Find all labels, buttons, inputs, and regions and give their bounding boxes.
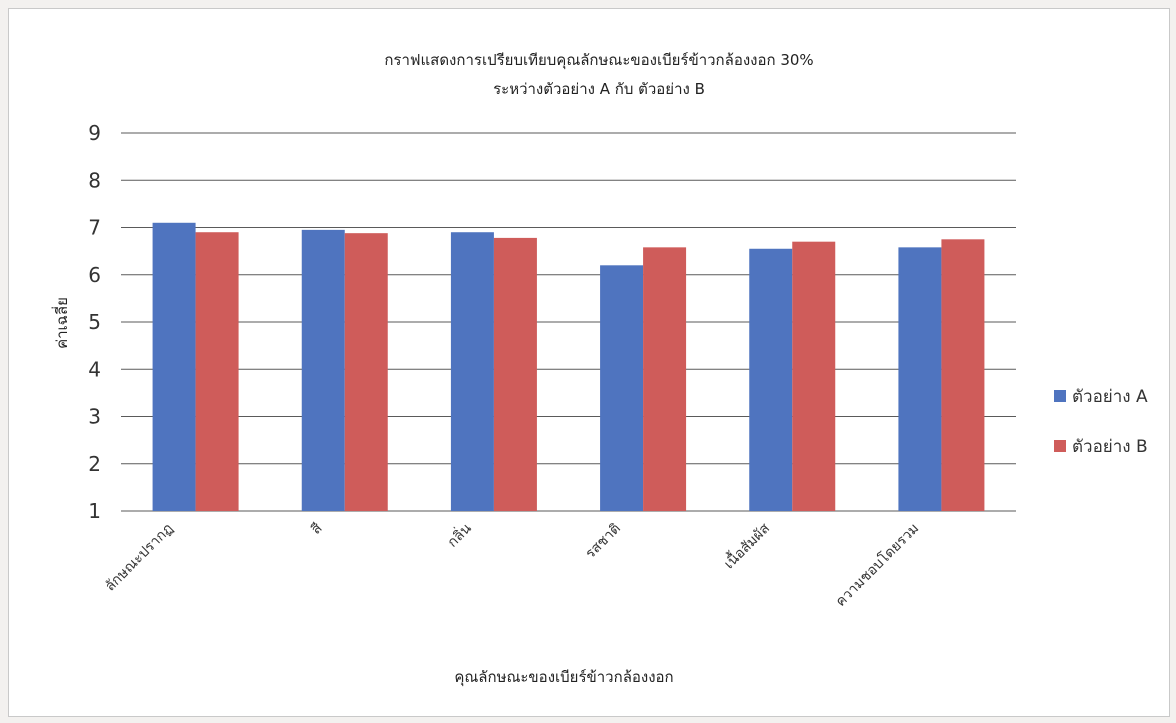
- bar-a-0: [152, 222, 196, 511]
- gridlines: [121, 132, 1016, 512]
- bar-b-4: [792, 241, 836, 512]
- y-tick-label: 4: [88, 357, 101, 381]
- y-tick-label: 7: [88, 216, 101, 240]
- bar-chart: กราฟแสดงการเปรียบเทียบคุณลักษณะของเบียร์…: [51, 51, 1148, 687]
- x-axis-categories: ลักษณะปรากฏ สี กลิ่น รสชาติ เนื้อสัมผัส ความช…: [102, 518, 922, 610]
- chart-frame: กราฟแสดงการเปรียบเทียบคุณลักษณะของเบียร์…: [8, 8, 1170, 717]
- bar-b-0: [195, 232, 239, 511]
- chart-title: กราฟแสดงการเปรียบเทียบคุณลักษณะของเบียร์…: [384, 51, 813, 70]
- legend-label: ตัวอย่าง A: [1072, 387, 1148, 407]
- x-axis-title: คุณลักษณะของเบียร์ข้าวกล้องงอก: [454, 668, 673, 687]
- bar-b-2: [493, 237, 537, 511]
- x-category-label: กลิ่น: [443, 519, 475, 551]
- bar-a-2: [450, 232, 494, 511]
- x-category-label: รสชาติ: [583, 521, 624, 562]
- chart-subtitle: ระหว่างตัวอย่าง A กับ ตัวอย่าง B: [493, 80, 705, 98]
- legend-label: ตัวอย่าง B: [1072, 437, 1148, 457]
- y-tick-label: 2: [88, 452, 101, 476]
- bar-a-5: [898, 247, 942, 511]
- bar-b-3: [643, 247, 687, 511]
- bar-b-1: [344, 233, 388, 512]
- y-tick-label: 9: [88, 121, 101, 145]
- legend-swatch: [1054, 440, 1066, 452]
- x-category-label: ความชอบโดยรวม: [832, 520, 922, 610]
- y-axis-ticks: 1 2 3 4 5 6 7 8 9: [88, 121, 101, 523]
- y-tick-label: 1: [88, 499, 101, 523]
- y-tick-label: 6: [88, 263, 101, 287]
- x-category-label: เนื้อสัมผัส: [719, 518, 773, 572]
- y-axis-title: ค่าเฉลี่ย: [51, 297, 71, 349]
- bar-b-5: [941, 239, 985, 511]
- bar-a-3: [600, 265, 644, 511]
- bar-a-4: [749, 248, 793, 511]
- y-tick-label: 8: [88, 168, 101, 192]
- y-tick-label: 3: [88, 405, 101, 429]
- x-category-label: ลักษณะปรากฏ: [102, 521, 176, 595]
- bar-a-1: [301, 229, 345, 512]
- legend-swatch: [1054, 390, 1066, 402]
- x-category-label: สี: [308, 520, 326, 538]
- legend: ตัวอย่าง A ตัวอย่าง B: [1054, 387, 1148, 457]
- bars: [152, 222, 985, 512]
- y-tick-label: 5: [88, 310, 101, 334]
